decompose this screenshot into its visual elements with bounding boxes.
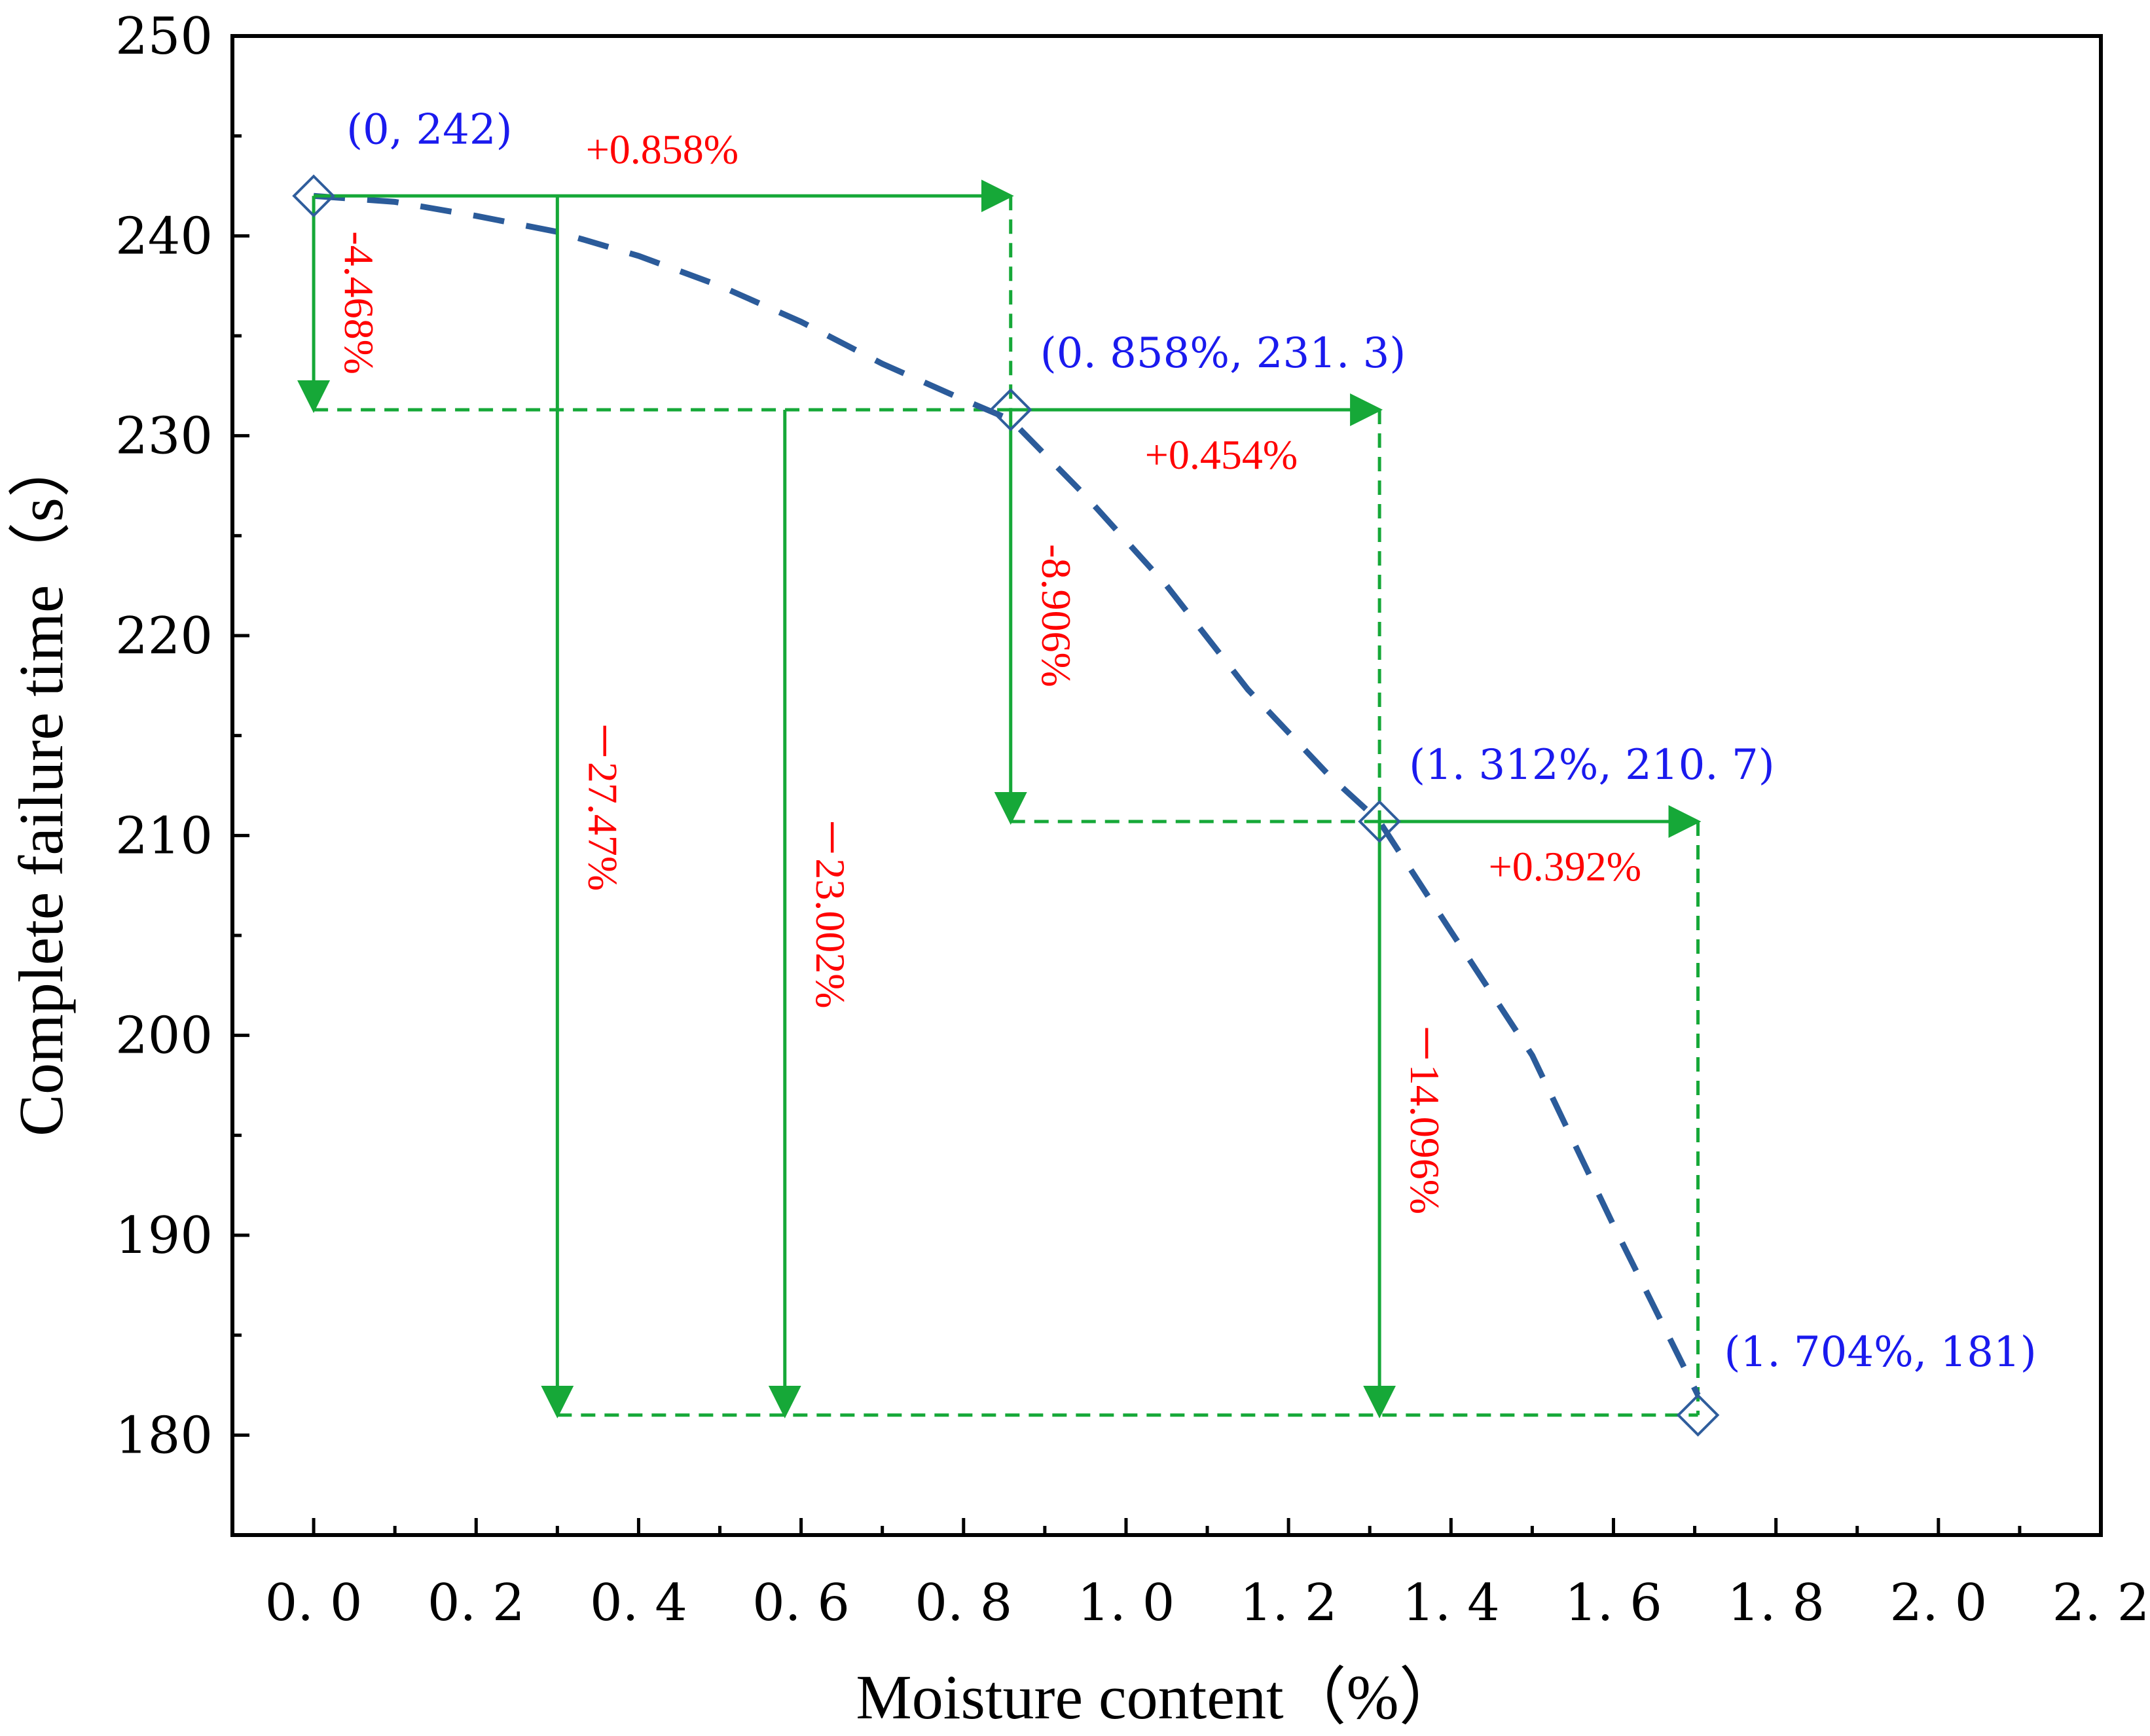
percent-change-label: －14.096%: [1402, 1022, 1448, 1214]
x-tick-label: 0. 0: [265, 1574, 363, 1633]
y-tick-label: 240: [115, 207, 213, 266]
x-tick-label: 0. 2: [428, 1574, 525, 1633]
x-tick-label: 1. 0: [1078, 1574, 1175, 1633]
x-tick-label: 1. 2: [1240, 1574, 1338, 1633]
percent-change-label: －23.002%: [807, 816, 854, 1008]
y-axis-title: Complete failure time（s）: [6, 435, 76, 1136]
percent-change-label: +0.454%: [1145, 431, 1298, 478]
x-tick-label: 1. 4: [1402, 1574, 1500, 1633]
data-point-marker: [292, 174, 335, 218]
x-tick-label: 0. 8: [915, 1574, 1012, 1633]
x-tick-label: 0. 6: [752, 1574, 850, 1633]
fit-curve-layer: [313, 192, 1701, 1397]
fit-curve-line: [313, 192, 1701, 1397]
y-tick-label: 190: [115, 1206, 213, 1265]
y-tick-label: 220: [115, 607, 213, 666]
x-tick-label: 1. 8: [1727, 1574, 1825, 1633]
y-tick-label: 230: [115, 407, 213, 466]
y-tick-label: 180: [115, 1406, 213, 1465]
percent-change-label: -4.468%: [336, 231, 382, 374]
x-tick-label: 2. 2: [2052, 1574, 2150, 1633]
x-tick-label: 2. 0: [1889, 1574, 1987, 1633]
percent-change-label: +0.858%: [586, 126, 738, 172]
percent-change-label: -8.906%: [1033, 544, 1080, 687]
x-tick-label: 0. 4: [590, 1574, 687, 1633]
point-coordinate-label: (1. 704%, 181): [1724, 1328, 2037, 1377]
data-point-marker: [1676, 1393, 1720, 1437]
data-point-marker: [989, 388, 1032, 431]
percent-change-label: －27.47%: [579, 720, 626, 891]
plot-area: [230, 34, 2103, 1537]
point-coordinate-label: (0, 242): [346, 105, 513, 154]
guide-lines: [314, 196, 1700, 1417]
annotation-labels: (0, 242) (0. 858%, 231. 3) (1. 312%, 210. …: [336, 105, 2037, 1377]
point-coordinate-label: (0. 858%, 231. 3): [1040, 329, 1406, 378]
annotation-arrows: [297, 179, 1702, 1419]
data-point-marker: [1358, 800, 1401, 843]
x-tick-label: 1. 6: [1565, 1574, 1662, 1633]
percent-change-label: +0.392%: [1489, 843, 1641, 890]
x-axis: 0. 0 0. 2 0. 4 0. 6 0. 8 1. 0 1. 2 1. 4 1. 6 1. 8…: [265, 1518, 2150, 1633]
x-axis-title: Moisture content（%）: [856, 1662, 1461, 1732]
y-tick-label: 200: [115, 1007, 213, 1066]
y-axis: 180 190 200 210 220 230 240 250: [115, 7, 249, 1537]
point-coordinate-label: (1. 312%, 210. 7): [1409, 741, 1775, 789]
y-tick-label: 250: [115, 7, 213, 66]
y-tick-label: 210: [115, 806, 213, 865]
data-points: [292, 174, 1720, 1437]
